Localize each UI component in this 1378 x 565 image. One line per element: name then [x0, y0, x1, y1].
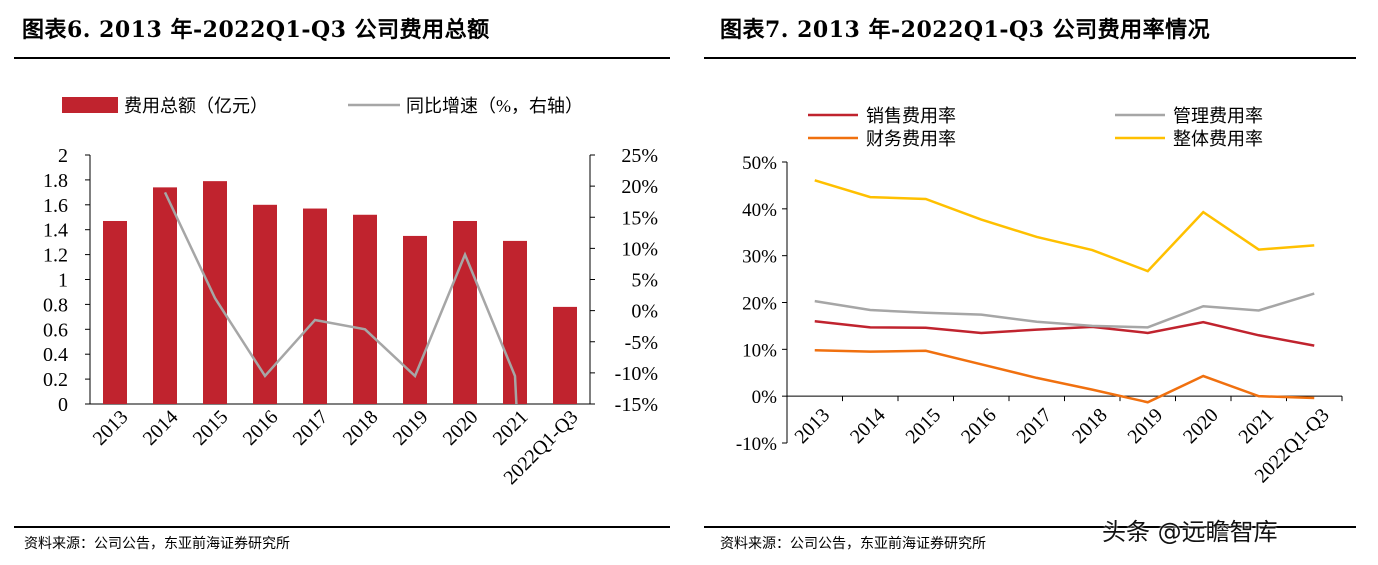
- bar-2018: [353, 214, 377, 404]
- x-tick-label: 2019: [389, 406, 433, 450]
- left-y-tick-label: 0.8: [43, 294, 68, 316]
- x-tick-label: 2015: [189, 406, 233, 450]
- left-title-rule: [14, 57, 670, 59]
- legend-label-finance-ratio: 财务费用率: [866, 129, 956, 149]
- x-tick-label: 2013: [89, 406, 133, 450]
- bar-2016: [253, 204, 277, 404]
- left-source-rule: [14, 526, 670, 528]
- bar-2015: [203, 181, 227, 404]
- watermark-text: 头条 @远瞻智库: [1102, 518, 1278, 546]
- legend-label-admin-ratio: 管理费用率: [1173, 106, 1263, 126]
- y-tick-label: 0%: [752, 387, 778, 408]
- sales-ratio-line: [814, 319, 1315, 347]
- finance-ratio-line: [814, 349, 1315, 404]
- left-y-tick-label: 0.6: [43, 319, 68, 341]
- y-tick-label: -10%: [736, 434, 777, 455]
- bar-2019: [403, 235, 427, 404]
- left-y-tick-label: 1.6: [43, 195, 68, 217]
- x-tick-label: 2021: [1234, 404, 1278, 448]
- right-y-tick-label: 5%: [631, 270, 658, 292]
- y-tick-label: 40%: [742, 200, 777, 221]
- legend-label-growth: 同比增速（%，右轴）: [406, 96, 583, 116]
- right-figure-title: 图表7. 2013 年-2022Q1-Q3 公司费用率情况: [720, 17, 1211, 43]
- left-figure-panel: 图表6. 2013 年-2022Q1-Q3 公司费用总额 费用总额（亿元） 同比增…: [0, 0, 678, 565]
- growth-line: [163, 191, 518, 404]
- y-tick-label: 10%: [742, 340, 777, 361]
- left-y-tick-label: 1: [58, 270, 68, 292]
- right-y-tick-label: 20%: [621, 176, 658, 198]
- left-y-tick-label: 0: [58, 394, 68, 416]
- x-tick-label: 2016: [957, 404, 1001, 448]
- left-y-tick-label: 0.4: [43, 344, 68, 366]
- y-tick-label: 30%: [742, 247, 777, 268]
- legend-label-sales-ratio: 销售费用率: [866, 106, 956, 126]
- x-tick-label: 2015: [901, 404, 945, 448]
- right-title-rule: [704, 57, 1356, 59]
- left-y-tick-label: 2: [58, 145, 68, 167]
- right-source-note: 资料来源：公司公告，东亚前海证券研究所: [720, 536, 986, 552]
- bar-2013: [103, 220, 127, 404]
- x-tick-label: 2019: [1123, 404, 1167, 448]
- bar-2022Q1-Q3: [553, 306, 577, 404]
- right-y-tick-label: 25%: [621, 145, 658, 167]
- x-tick-label: 2016: [239, 406, 283, 450]
- right-y-tick-label: 10%: [621, 238, 658, 260]
- x-tick-label: 2014: [846, 404, 890, 448]
- right-y-tick-label: -15%: [615, 394, 658, 416]
- x-tick-label: 2014: [139, 406, 183, 450]
- right-source-rule: [704, 526, 1356, 528]
- x-tick-label: 2020: [1179, 404, 1223, 448]
- x-tick-label: 2013: [790, 404, 834, 448]
- bar-2017: [303, 208, 327, 404]
- right-y-tick-label: 15%: [621, 207, 658, 229]
- left-y-tick-label: 1.4: [43, 220, 68, 242]
- bar-2020: [453, 220, 477, 404]
- bar-2014: [153, 187, 177, 404]
- right-y-tick-label: 0%: [631, 301, 658, 323]
- x-tick-label: 2017: [289, 406, 333, 450]
- x-tick-label: 2020: [439, 406, 483, 450]
- legend-swatch-expense-total: [62, 97, 118, 113]
- admin-ratio-line: [814, 292, 1315, 329]
- expense-total-chart: 费用总额（亿元） 同比增速（%，右轴） 2 1.8 1.6 1.4 1.2 10.8 0.6 0.…: [43, 96, 658, 489]
- left-source-note: 资料来源：公司公告，东亚前海证券研究所: [24, 536, 290, 552]
- y-tick-label: 20%: [742, 294, 777, 315]
- legend-label-total-ratio: 整体费用率: [1173, 129, 1263, 149]
- left-y-tick-label: 0.2: [43, 369, 68, 391]
- left-y-tick-label: 1.2: [43, 245, 68, 267]
- x-tick-label: 2018: [339, 406, 383, 450]
- x-tick-label: 2018: [1068, 404, 1112, 448]
- left-figure-title: 图表6. 2013 年-2022Q1-Q3 公司费用总额: [22, 17, 490, 43]
- left-y-tick-label: 1.8: [43, 170, 68, 192]
- y-tick-label: 50%: [742, 153, 777, 174]
- total-ratio-line: [814, 179, 1315, 273]
- x-tick-label: 2021: [489, 406, 533, 450]
- right-figure-panel: 图表7. 2013 年-2022Q1-Q3 公司费用率情况 销售费用率 管理费用率…: [690, 0, 1378, 565]
- right-y-tick-label: -10%: [615, 363, 658, 385]
- right-y-tick-label: -5%: [625, 332, 658, 354]
- x-tick-label: 2017: [1012, 404, 1056, 448]
- legend-label-expense-total: 费用总额（亿元）: [124, 96, 268, 116]
